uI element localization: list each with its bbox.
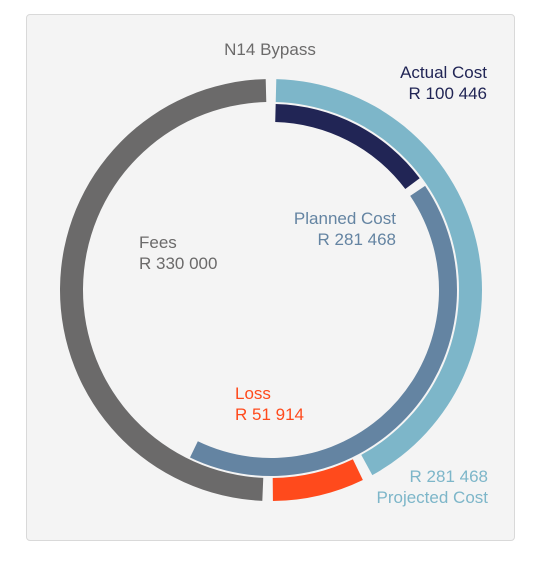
label-actual-cost-value: R 100 446 [409, 84, 487, 103]
chart-panel [26, 14, 515, 541]
label-actual-cost-name: Actual Cost [400, 63, 487, 82]
chart-title: N14 Bypass [224, 40, 316, 59]
inner-planned-cost-arc [190, 185, 457, 476]
label-projected-cost-value: R 281 468 [410, 467, 488, 486]
label-loss-name: Loss [235, 384, 271, 403]
inner-actual-cost-arc [275, 104, 420, 190]
outer-loss-arc [272, 459, 363, 501]
label-planned-cost-name: Planned Cost [294, 209, 396, 228]
chart-arcs [59, 79, 483, 501]
label-projected-cost-name: Projected Cost [377, 488, 489, 507]
label-loss-value: R 51 914 [235, 405, 304, 424]
outer-fees-arc [59, 79, 267, 501]
label-planned-cost-value: R 281 468 [318, 230, 396, 249]
label-fees-name: Fees [139, 233, 177, 252]
outer-projected-cost-arc [275, 79, 483, 476]
label-fees-value: R 330 000 [139, 254, 217, 273]
